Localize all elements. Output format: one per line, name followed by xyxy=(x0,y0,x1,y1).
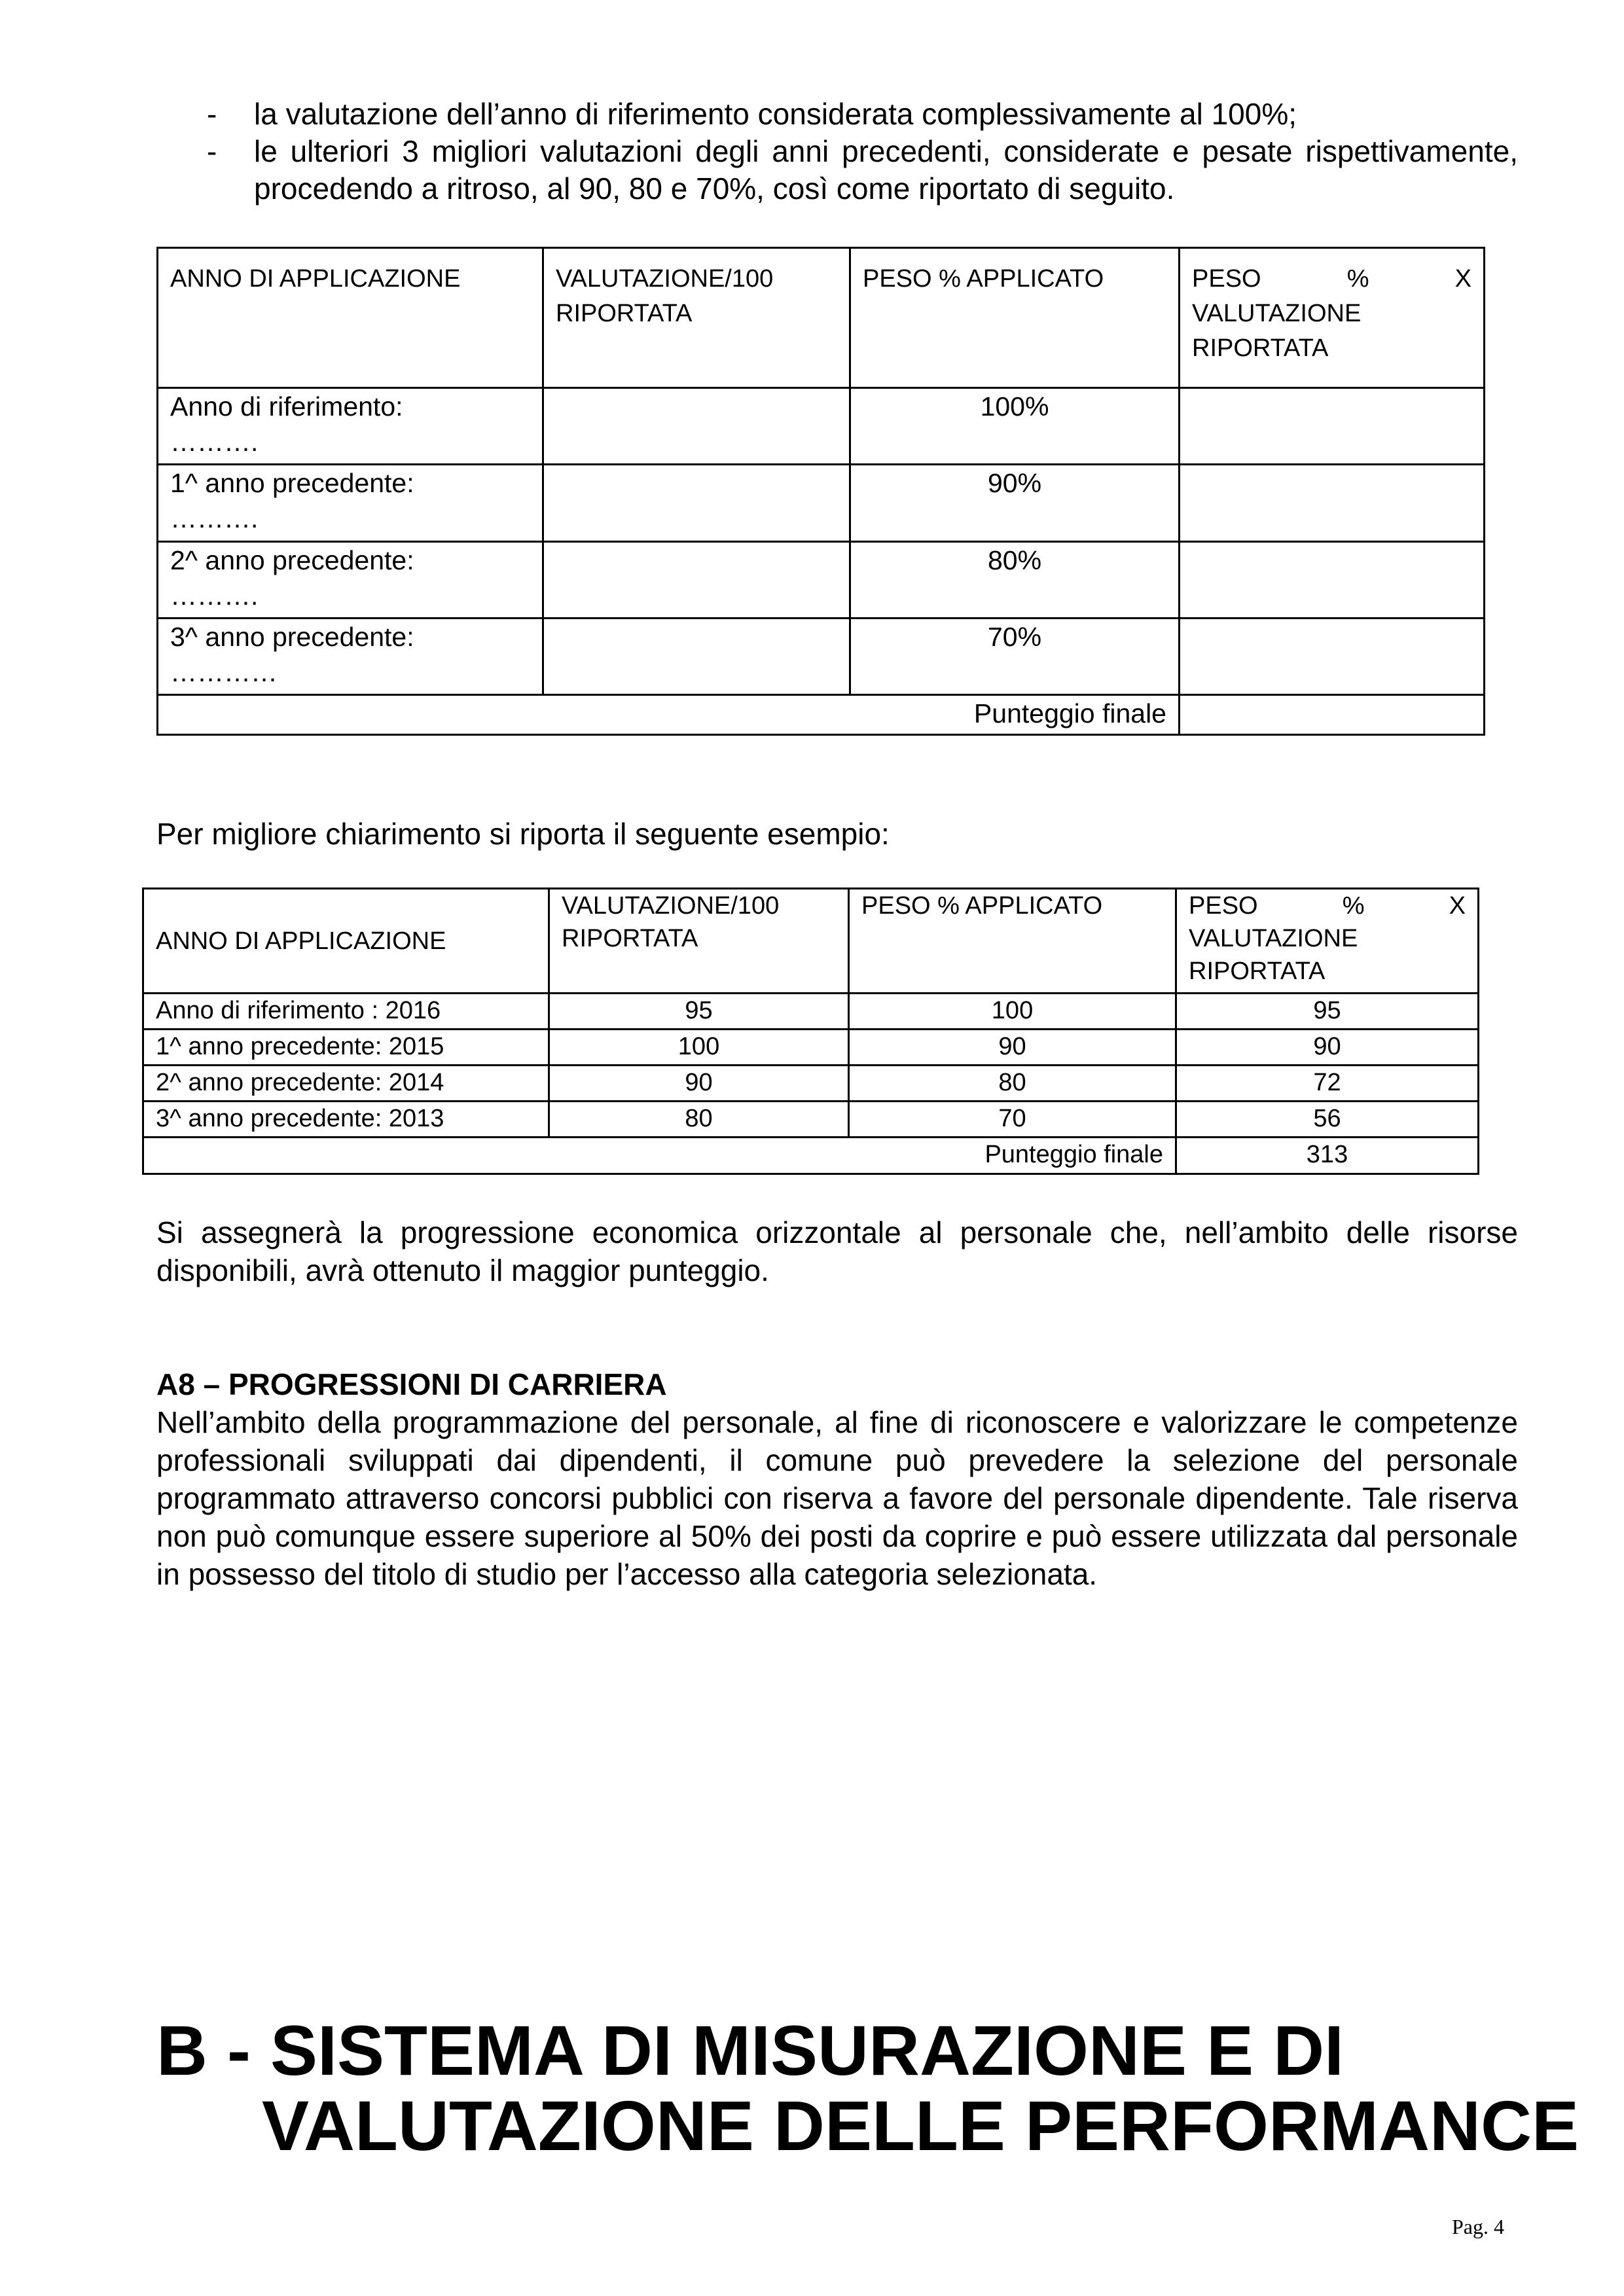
final-row: Punteggio finale 313 xyxy=(142,1136,1479,1175)
table-row: 1^ anno precedente: ………. 90% xyxy=(156,463,1485,543)
row-label: 2^ anno precedente: xyxy=(170,545,414,575)
section-title-b-line1: B - SISTEMA DI MISURAZIONE E DI xyxy=(156,2011,1344,2090)
peso-cell: 70% xyxy=(849,617,1180,696)
valutazione-cell[interactable] xyxy=(542,541,851,619)
valutazione-cell: 80 xyxy=(548,1100,850,1138)
table-row: 2^ anno precedente: ………. 80% xyxy=(156,541,1485,619)
row-dots: ………. xyxy=(170,581,259,611)
table-header-row: ANNO DI APPLICAZIONE VALUTAZIONE/100 RIP… xyxy=(142,888,1479,994)
table-row: 2^ anno precedente: 2014 90 80 72 xyxy=(142,1064,1479,1102)
table-header-row: ANNO DI APPLICAZIONE VALUTAZIONE/100 RIP… xyxy=(156,247,1485,389)
bullet-item: - le ulteriori 3 migliori valutazioni de… xyxy=(207,133,1518,207)
row-label: 1^ anno precedente: xyxy=(170,468,414,498)
row-label: 3^ anno precedente: xyxy=(170,622,414,652)
bullet-text: la valutazione dell’anno di riferimento … xyxy=(254,97,1297,131)
header-cell: PESO % APPLICATO xyxy=(848,888,1177,994)
section-heading-a8: A8 – PROGRESSIONI DI CARRIERA xyxy=(156,1367,667,1401)
valutazione-cell: 95 xyxy=(548,992,850,1030)
header-cell: PESO% X VALUTAZIONE RIPORTATA xyxy=(1175,888,1479,994)
table-row: Anno di riferimento: ………. 100% xyxy=(156,387,1485,465)
peso-cell: 100% xyxy=(849,387,1180,465)
row-label: Anno di riferimento: xyxy=(170,391,403,422)
row-dots: ………. xyxy=(170,503,259,533)
row-label: 1^ anno precedente: 2015 xyxy=(142,1028,550,1066)
bullet-dash: - xyxy=(207,134,217,168)
peso-cell: 70 xyxy=(848,1100,1177,1138)
table-row: Anno di riferimento : 2016 95 100 95 xyxy=(142,992,1479,1030)
bullet-dash: - xyxy=(207,97,217,131)
valutazione-cell[interactable] xyxy=(542,387,851,465)
product-cell: 56 xyxy=(1175,1100,1479,1138)
bullet-item: - la valutazione dell’anno di riferiment… xyxy=(207,96,1518,133)
product-cell: 90 xyxy=(1175,1028,1479,1066)
product-cell: 95 xyxy=(1175,992,1479,1030)
final-row: Punteggio finale xyxy=(156,694,1485,736)
product-cell[interactable] xyxy=(1178,387,1485,465)
header-cell: PESO % APPLICATO xyxy=(849,247,1180,389)
example-intro: Per migliore chiarimento si riporta il s… xyxy=(156,817,890,851)
product-cell[interactable] xyxy=(1178,541,1485,619)
valutazione-cell[interactable] xyxy=(542,617,851,696)
a8-paragraph: Nell’ambito della programmazione del per… xyxy=(156,1405,1518,1591)
header-cell: VALUTAZIONE/100 RIPORTATA xyxy=(548,888,850,994)
row-dots: ………. xyxy=(170,427,259,457)
final-label: Punteggio finale xyxy=(156,694,1180,736)
table-row: 3^ anno precedente: ………… 70% xyxy=(156,617,1485,696)
assign-paragraph: Si assegnerà la progressione economica o… xyxy=(156,1215,1518,1287)
valutazione-cell: 90 xyxy=(548,1064,850,1102)
header-cell: ANNO DI APPLICAZIONE xyxy=(142,888,550,994)
table-row: 1^ anno precedente: 2015 100 90 90 xyxy=(142,1028,1479,1066)
page-number: Pag. 4 xyxy=(1452,2215,1504,2238)
weights-table: ANNO DI APPLICAZIONE VALUTAZIONE/100 RIP… xyxy=(156,247,1485,736)
peso-cell: 100 xyxy=(848,992,1177,1030)
product-cell: 72 xyxy=(1175,1064,1479,1102)
header-cell: VALUTAZIONE/100 RIPORTATA xyxy=(542,247,851,389)
valutazione-cell: 100 xyxy=(548,1028,850,1066)
peso-cell: 90% xyxy=(849,463,1180,543)
product-cell[interactable] xyxy=(1178,617,1485,696)
row-label: Anno di riferimento : 2016 xyxy=(142,992,550,1030)
valutazione-cell[interactable] xyxy=(542,463,851,543)
peso-cell: 80% xyxy=(849,541,1180,619)
row-label: 3^ anno precedente: 2013 xyxy=(142,1100,550,1138)
final-value-cell[interactable] xyxy=(1178,694,1485,736)
header-cell: PESO% X VALUTAZIONE RIPORTATA xyxy=(1178,247,1485,389)
table-row: 3^ anno precedente: 2013 80 70 56 xyxy=(142,1100,1479,1138)
row-dots: ………… xyxy=(170,657,278,687)
example-table: ANNO DI APPLICAZIONE VALUTAZIONE/100 RIP… xyxy=(142,888,1479,1175)
product-cell[interactable] xyxy=(1178,463,1485,543)
peso-cell: 80 xyxy=(848,1064,1177,1102)
final-value: 313 xyxy=(1175,1136,1479,1175)
section-title-b-line2: VALUTAZIONE DELLE PERFORMANCE xyxy=(262,2086,1579,2165)
peso-cell: 90 xyxy=(848,1028,1177,1066)
bullet-text: le ulteriori 3 migliori valutazioni degl… xyxy=(254,134,1518,206)
header-cell: ANNO DI APPLICAZIONE xyxy=(156,247,544,389)
row-label: 2^ anno precedente: 2014 xyxy=(142,1064,550,1102)
final-label: Punteggio finale xyxy=(142,1136,1177,1175)
